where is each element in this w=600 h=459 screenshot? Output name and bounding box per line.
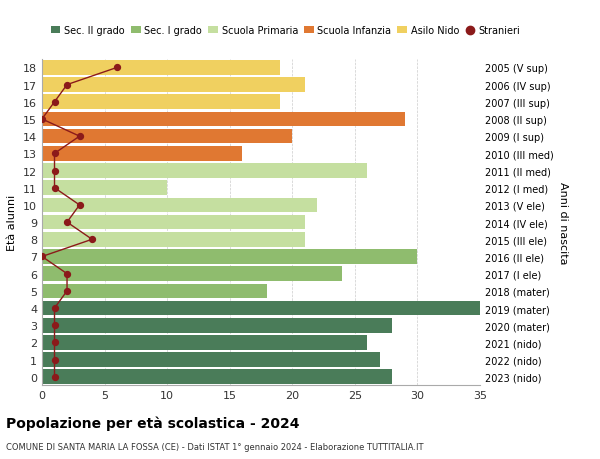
Bar [42, 198, 317, 213]
Bar [42, 129, 292, 144]
Bar [42, 284, 267, 298]
Bar [42, 232, 305, 247]
Bar [42, 112, 405, 127]
Bar [42, 215, 305, 230]
Bar [42, 267, 343, 281]
Point [75, 133, 85, 140]
Point [50, 305, 59, 312]
Point [50, 373, 59, 381]
Point [50, 322, 59, 329]
Point [37, 253, 47, 261]
Point [62, 82, 72, 89]
Bar [42, 61, 280, 76]
Bar [42, 147, 242, 161]
Y-axis label: Anni di nascita: Anni di nascita [557, 181, 568, 264]
Point [37, 116, 47, 123]
Point [62, 219, 72, 226]
Point [50, 356, 59, 364]
Bar [42, 301, 480, 316]
Point [50, 185, 59, 192]
Text: Popolazione per età scolastica - 2024: Popolazione per età scolastica - 2024 [6, 415, 299, 430]
Text: COMUNE DI SANTA MARIA LA FOSSA (CE) - Dati ISTAT 1° gennaio 2024 - Elaborazione : COMUNE DI SANTA MARIA LA FOSSA (CE) - Da… [6, 442, 424, 451]
Bar [42, 95, 280, 110]
Bar [42, 369, 392, 384]
Bar [42, 164, 367, 179]
Bar [42, 250, 418, 264]
Bar [42, 181, 167, 196]
Point [50, 339, 59, 347]
Point [50, 99, 59, 106]
Point [75, 202, 85, 209]
Point [87, 236, 97, 243]
Point [62, 287, 72, 295]
Bar [42, 78, 305, 93]
Y-axis label: Età alunni: Età alunni [7, 195, 17, 251]
Bar [42, 318, 392, 333]
Point [50, 168, 59, 175]
Bar [42, 353, 380, 367]
Point [50, 151, 59, 158]
Bar [42, 336, 367, 350]
Legend: Sec. II grado, Sec. I grado, Scuola Primaria, Scuola Infanzia, Asilo Nido, Stran: Sec. II grado, Sec. I grado, Scuola Prim… [47, 22, 524, 40]
Point [62, 270, 72, 278]
Point [112, 65, 122, 72]
